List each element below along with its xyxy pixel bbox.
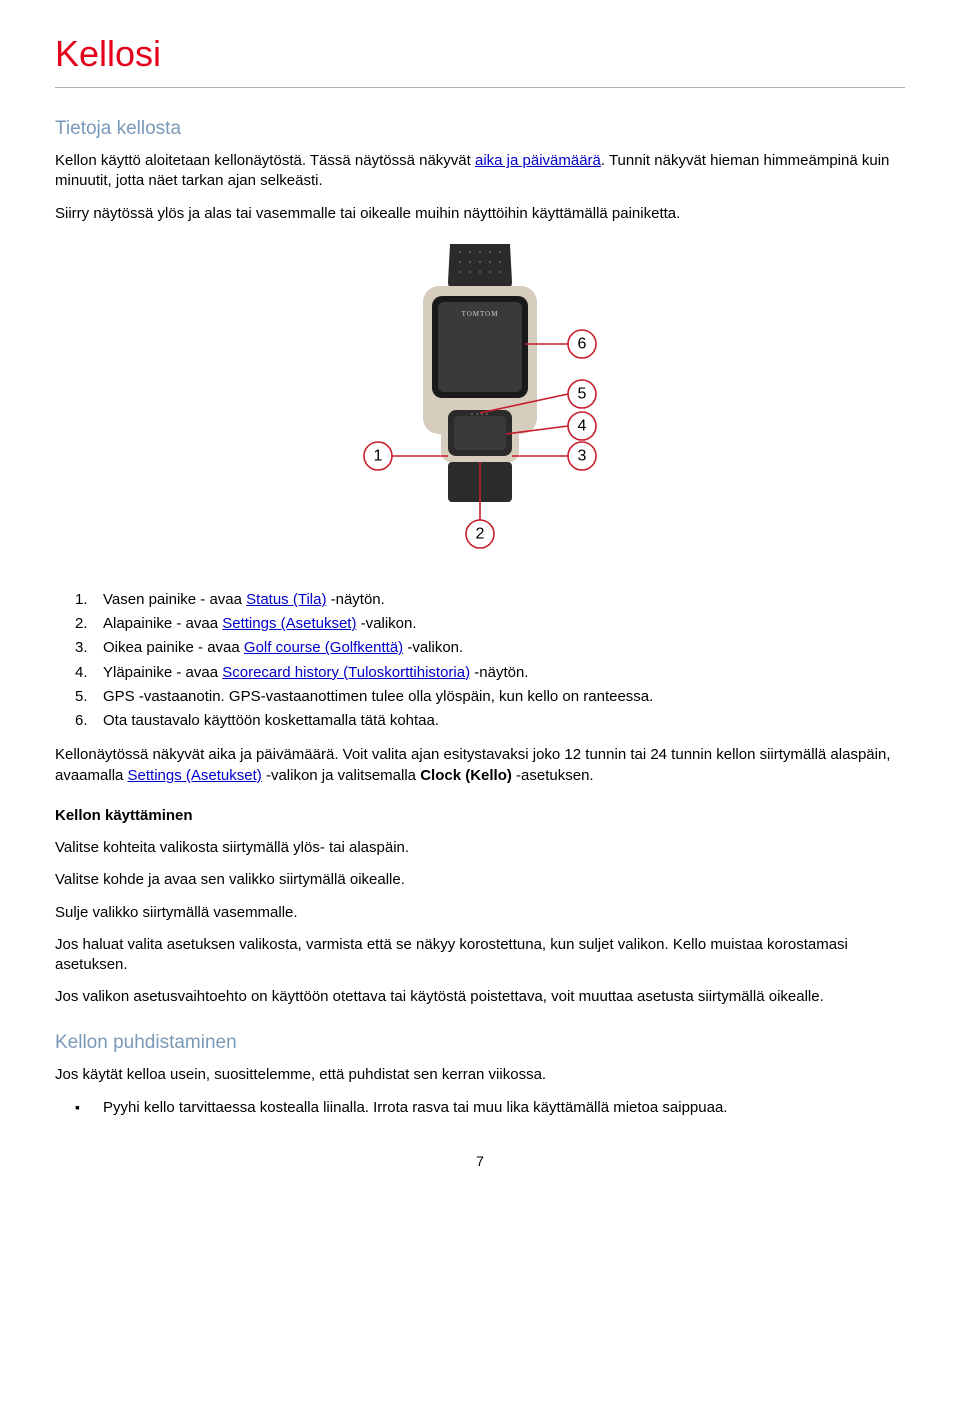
about-list: Vasen painike - avaa Status (Tila) -näyt… — [75, 590, 905, 732]
watch-diagram: TOMTOM 6 5 4 3 1 2 — [55, 244, 905, 564]
li-pre: Yläpainike - avaa — [103, 664, 222, 681]
about-p1: Kellon käyttö aloitetaan kellonäytöstä. … — [55, 151, 905, 192]
li-pre: Alapainike - avaa — [103, 615, 222, 632]
link-settings[interactable]: Settings (Asetukset) — [222, 615, 356, 632]
list-item: Ota taustavalo käyttöön koskettamalla tä… — [75, 711, 905, 731]
about-p1-a: Kellon käyttö aloitetaan kellonäytöstä. … — [55, 152, 475, 169]
using-p4: Jos haluat valita asetuksen valikosta, v… — [55, 935, 905, 976]
cleaning-p1: Jos käytät kelloa usein, suosittelemme, … — [55, 1065, 905, 1085]
page-number: 7 — [55, 1152, 905, 1171]
li-post: -näytön. — [470, 664, 528, 681]
li-post: -näytön. — [326, 591, 384, 608]
about-p3: Kellonäytössä näkyvät aika ja päivämäärä… — [55, 745, 905, 786]
li-pre: Vasen painike - avaa — [103, 591, 246, 608]
link-status[interactable]: Status (Tila) — [246, 591, 326, 608]
link-settings-2[interactable]: Settings (Asetukset) — [128, 767, 262, 784]
using-p2: Valitse kohde ja avaa sen valikko siirty… — [55, 870, 905, 890]
callout-4: 4 — [578, 417, 587, 434]
li-post: -valikon. — [356, 615, 416, 632]
callout-3: 3 — [578, 447, 587, 464]
callout-6: 6 — [578, 335, 587, 352]
about-p3-b: -valikon ja valitsemalla — [262, 767, 420, 784]
list-item: GPS -vastaanotin. GPS-vastaanottimen tul… — [75, 687, 905, 707]
link-scorecard[interactable]: Scorecard history (Tuloskorttihistoria) — [222, 664, 470, 681]
about-p3-c: -asetuksen. — [512, 767, 594, 784]
callout-5: 5 — [578, 385, 587, 402]
clock-bold: Clock (Kello) — [420, 767, 512, 784]
section-cleaning-heading: Kellon puhdistaminen — [55, 1030, 905, 1056]
link-time-date[interactable]: aika ja päivämäärä — [475, 152, 601, 169]
using-p3: Sulje valikko siirtymällä vasemmalle. — [55, 903, 905, 923]
using-p1: Valitse kohteita valikosta siirtymällä y… — [55, 838, 905, 858]
li-post: -valikon. — [403, 639, 463, 656]
callout-2: 2 — [476, 525, 485, 542]
link-golf[interactable]: Golf course (Golfkenttä) — [244, 639, 403, 656]
using-heading: Kellon käyttäminen — [55, 806, 905, 826]
li-pre: Ota taustavalo käyttöön koskettamalla tä… — [103, 712, 439, 729]
title-rule — [55, 87, 905, 88]
li-pre: GPS -vastaanotin. GPS-vastaanottimen tul… — [103, 688, 653, 705]
using-p5: Jos valikon asetusvaihtoehto on käyttöön… — [55, 987, 905, 1007]
section-about-heading: Tietoja kellosta — [55, 116, 905, 142]
svg-text:TOMTOM: TOMTOM — [462, 310, 499, 318]
about-p2: Siirry näytössä ylös ja alas tai vasemma… — [55, 204, 905, 224]
page-title: Kellosi — [55, 30, 905, 79]
callout-1: 1 — [374, 447, 383, 464]
watch-svg: TOMTOM 6 5 4 3 1 2 — [320, 244, 640, 564]
list-item: Alapainike - avaa Settings (Asetukset) -… — [75, 614, 905, 634]
list-item: Pyyhi kello tarvittaessa kostealla liina… — [75, 1098, 905, 1118]
list-item: Vasen painike - avaa Status (Tila) -näyt… — [75, 590, 905, 610]
list-item: Yläpainike - avaa Scorecard history (Tul… — [75, 663, 905, 683]
list-item: Oikea painike - avaa Golf course (Golfke… — [75, 638, 905, 658]
li-pre: Oikea painike - avaa — [103, 639, 244, 656]
cleaning-list: Pyyhi kello tarvittaessa kostealla liina… — [75, 1098, 905, 1118]
